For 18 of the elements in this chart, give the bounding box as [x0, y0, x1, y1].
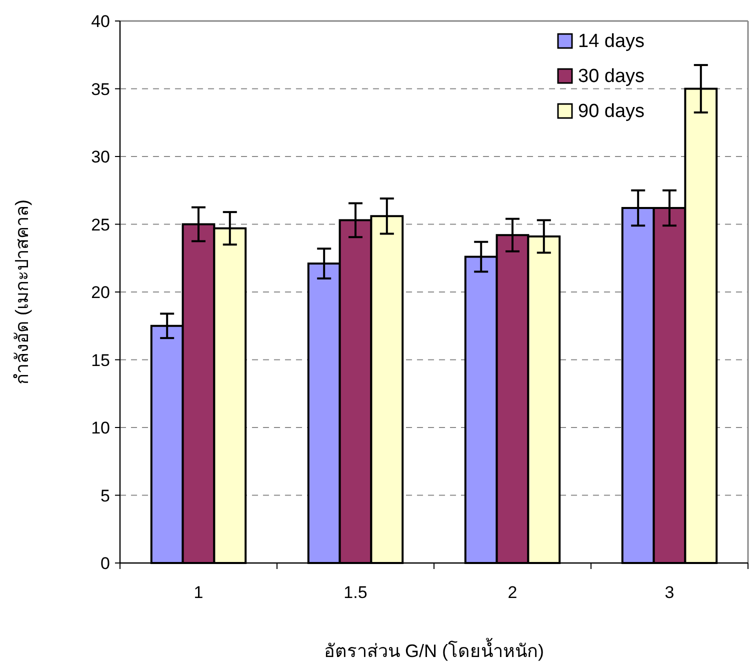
x-tick-label: 1 [194, 583, 204, 602]
y-tick-label: 30 [91, 148, 110, 166]
y-axis-title: กำลังอัด (เมกะปาสคาล) [12, 200, 32, 384]
y-tick-label: 15 [91, 350, 110, 370]
x-tick-label: 2 [508, 583, 518, 602]
y-tick-label: 10 [91, 418, 110, 438]
y-tick-label: 35 [91, 80, 110, 99]
y-tick-label: 25 [91, 215, 110, 234]
x-tick-label: 3 [664, 583, 674, 602]
y-tick-label: 20 [91, 283, 110, 302]
legend-label: 30 days [578, 66, 645, 87]
legend-label: 90 days [578, 101, 645, 122]
legend-label: 14 days [578, 31, 645, 52]
x-axis-title: อัตราส่วน G/N (โดยน้ำหนัก) [324, 638, 544, 661]
y-tick-label: 40 [91, 12, 110, 31]
x-tick-label: 1.5 [344, 583, 368, 602]
y-tick-label: 5 [100, 486, 110, 506]
y-tick-label: 0 [100, 554, 110, 573]
